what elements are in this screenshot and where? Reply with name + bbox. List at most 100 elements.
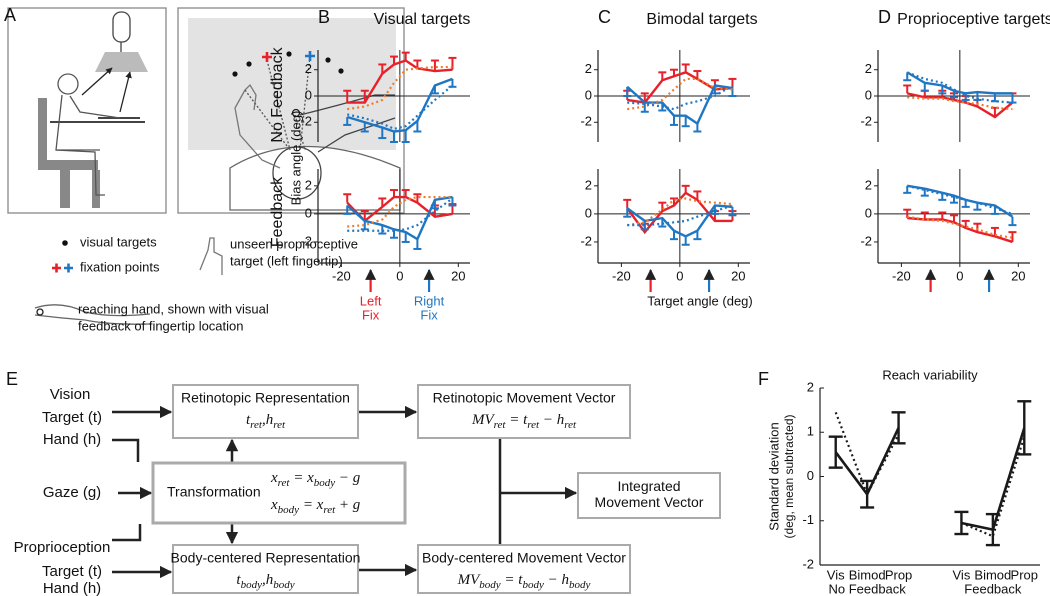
error-bar xyxy=(973,202,982,211)
formula-text: = x xyxy=(289,470,314,486)
error-bar xyxy=(938,211,947,220)
error-bar xyxy=(950,214,958,223)
error-bar xyxy=(623,86,632,97)
x-tick-label: -20 xyxy=(892,268,911,283)
formula-text: x xyxy=(270,470,278,486)
error-bar xyxy=(860,479,875,509)
panel-letter: C xyxy=(598,7,611,27)
x-tick-label: 20 xyxy=(451,268,465,283)
y-tick-label: 2 xyxy=(865,61,872,76)
x-tick-label: Bimod xyxy=(849,567,886,582)
error-bar xyxy=(623,208,632,218)
formula-text: − h xyxy=(544,572,569,588)
formula: MVret = tret − hret xyxy=(471,412,577,430)
error-bar xyxy=(378,127,387,140)
model-line xyxy=(627,84,734,111)
formula-text: ,h xyxy=(262,412,273,428)
error-bar xyxy=(954,510,969,536)
formula-text: + g xyxy=(335,497,361,513)
panel-letter: F xyxy=(758,369,769,389)
y-tick-label: 1 xyxy=(807,424,814,439)
y-tick-label: -2 xyxy=(802,556,814,571)
line-chart: -2 0 2 xyxy=(300,50,470,143)
formula-subscript: body xyxy=(522,579,544,591)
fixation-label: Fix xyxy=(362,307,380,322)
formula-text: = t xyxy=(505,412,528,428)
x-tick-label: 0 xyxy=(676,268,683,283)
error-bar xyxy=(670,230,678,241)
formula-text: − g xyxy=(335,470,361,486)
input-label: Target (t) xyxy=(42,563,102,580)
error-bar xyxy=(681,236,690,246)
row-label: No Feedback xyxy=(269,46,286,142)
error-bar xyxy=(343,205,352,215)
error-bar xyxy=(623,198,632,209)
column-title: Bimodal targets xyxy=(646,11,757,28)
y-axis-label: Bias angle (deg) xyxy=(288,111,303,206)
error-bar xyxy=(693,70,702,79)
legend-text: reaching hand, shown with visual xyxy=(78,301,269,316)
x-tick-label: Vis xyxy=(827,567,845,582)
error-bar xyxy=(413,59,422,69)
diagram-box xyxy=(417,384,631,439)
error-bar xyxy=(640,102,649,113)
error-bar xyxy=(390,131,398,143)
y-tick-label: 2 xyxy=(585,177,592,192)
box-title: Transformation xyxy=(167,484,261,500)
error-bar xyxy=(985,512,1000,547)
x-tick-label: -20 xyxy=(332,268,351,283)
error-bar xyxy=(430,85,439,95)
model-line xyxy=(906,184,1013,215)
error-bar xyxy=(390,55,398,65)
error-bar xyxy=(920,188,929,197)
data-line xyxy=(347,59,453,104)
error-bar xyxy=(693,123,702,133)
input-label: Target (t) xyxy=(42,409,102,426)
data-line xyxy=(346,195,453,241)
error-bar xyxy=(401,51,410,61)
y-tick-label: 0 xyxy=(865,87,872,102)
error-bar xyxy=(1008,231,1017,242)
formula-text: ,h xyxy=(262,572,273,588)
error-bar xyxy=(950,195,958,204)
error-bar xyxy=(378,197,387,207)
formula-subscript: body xyxy=(278,504,300,516)
diagram-box xyxy=(172,544,359,594)
formula-text: t xyxy=(246,412,251,428)
error-bar xyxy=(401,232,410,243)
error-bar xyxy=(413,239,422,250)
formula: tbody,hbody xyxy=(236,572,294,590)
error-bar xyxy=(670,115,678,126)
error-bar xyxy=(658,218,667,228)
error-bar xyxy=(343,89,352,103)
line-chart: -202-20 0 20 xyxy=(580,169,750,292)
box-title: Body-centered Movement Vector xyxy=(422,550,626,566)
line-chart: -2 0 2 xyxy=(580,50,750,142)
formula: xret = xbody − g xyxy=(270,470,361,488)
y-tick-label: -2 xyxy=(580,114,592,129)
error-bar xyxy=(961,93,970,101)
error-bar xyxy=(961,199,970,208)
error-bar xyxy=(658,71,667,81)
model-line xyxy=(627,197,733,227)
y-tick-label: 0 xyxy=(865,205,872,220)
legend-text: visual targets xyxy=(80,234,157,249)
y-tick-label: -2 xyxy=(860,114,872,129)
error-bar xyxy=(430,59,439,72)
error-bar xyxy=(640,220,649,231)
line-chart: -2 0 2 xyxy=(860,50,1030,142)
formula-text: x xyxy=(270,497,278,513)
error-bar xyxy=(681,63,690,73)
box-title: Movement Vector xyxy=(595,494,704,510)
formula-text: t xyxy=(236,572,241,588)
formula-subscript: body xyxy=(569,579,591,591)
formula-text: MV xyxy=(471,412,495,428)
model-line xyxy=(907,215,1013,239)
error-bar xyxy=(360,220,369,231)
x-axis-label: Target angle (deg) xyxy=(647,293,753,308)
formula: MVbody = tbody − hbody xyxy=(457,572,591,590)
diagram-box xyxy=(417,544,631,594)
diagram-arrows xyxy=(112,405,578,579)
y-tick-label: 0 xyxy=(305,205,312,220)
x-tick-label: Bimod xyxy=(974,567,1011,582)
